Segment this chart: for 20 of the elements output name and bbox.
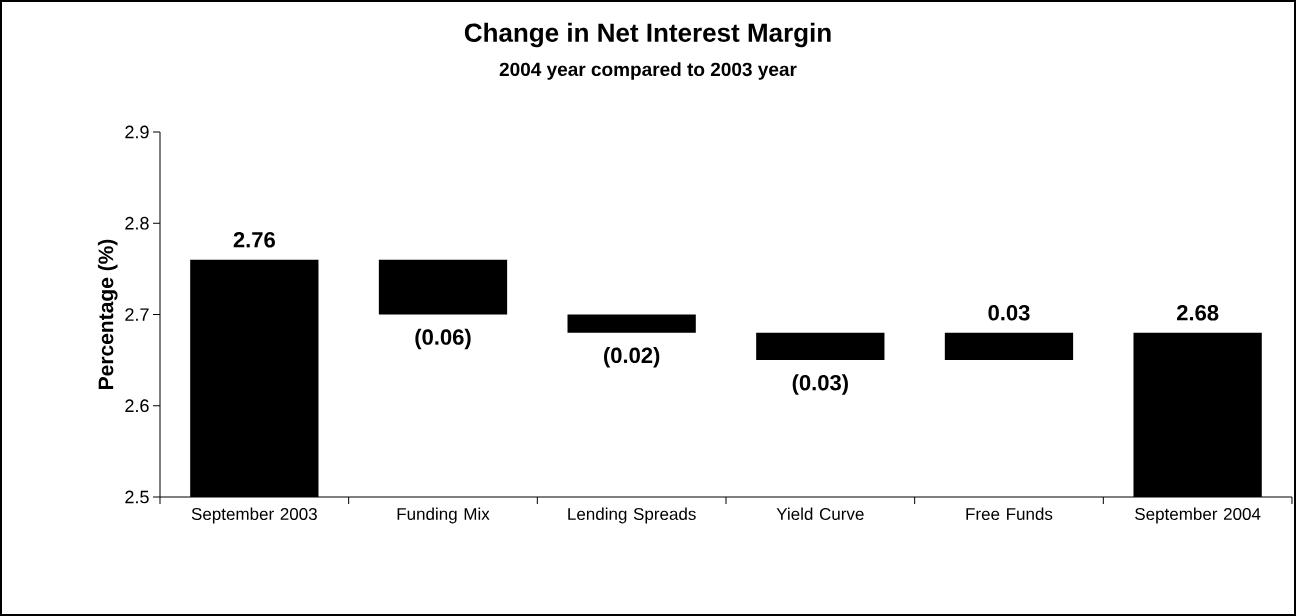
- data-label: 2.76: [233, 231, 275, 248]
- chart-title: Change in Net Interest Margin: [464, 22, 831, 48]
- y-axis-title: Percentage (%): [97, 239, 118, 389]
- x-tick-label: Funding Mix: [397, 507, 490, 524]
- x-tick-label: September 2004: [1135, 507, 1261, 524]
- data-label: (0.02): [604, 346, 660, 368]
- y-tick-label: 2.8: [125, 216, 149, 230]
- x-tick-label: September 2003: [191, 507, 317, 524]
- data-label: (0.06): [415, 328, 471, 350]
- y-tick-label: 2.5: [125, 490, 149, 504]
- data-label: 0.03: [988, 304, 1030, 321]
- chart-subtitle: 2004 year compared to 2003 year: [499, 62, 797, 80]
- x-tick-label: Lending Spreads: [568, 507, 696, 524]
- y-tick-label: 2.9: [125, 125, 149, 139]
- x-tick-label: Free Funds: [966, 507, 1053, 521]
- data-label: (0.03): [792, 374, 848, 395]
- y-tick-label: 2.7: [125, 308, 149, 321]
- data-label: 2.68: [1177, 304, 1219, 321]
- y-tick-label: 2.6: [125, 399, 149, 413]
- x-tick-label: Yield Curve: [776, 507, 864, 521]
